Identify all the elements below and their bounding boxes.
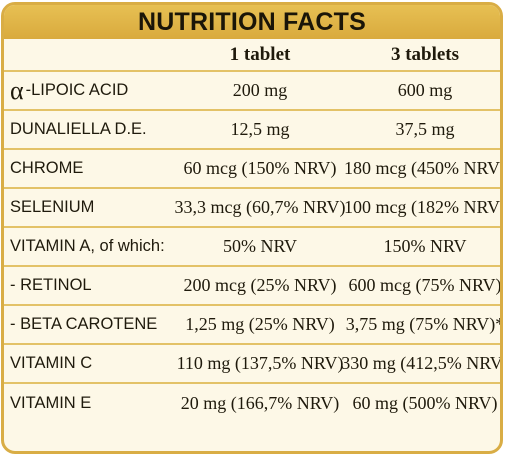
table-row: VITAMIN C 110 mg (137,5% NRV) 330 mg (41…	[4, 345, 500, 384]
page-title: NUTRITION FACTS	[138, 7, 366, 36]
amount-1-tablet: 1,25 mg (25% NRV)	[185, 314, 335, 334]
header-bar: NUTRITION FACTS	[4, 5, 500, 39]
nutrient-name: VITAMIN C	[10, 354, 93, 372]
alpha-symbol: α	[10, 75, 24, 105]
nutrient-name-text: -LIPOIC ACID	[25, 81, 129, 99]
amount-1-tablet: 12,5 mg	[230, 119, 290, 139]
column-header-3-tablets: 3 tablets	[390, 43, 460, 65]
nutrient-name: SELENIUM	[10, 198, 95, 216]
amount-3-tablets: 150% NRV	[383, 236, 467, 256]
table-row: α -LIPOIC ACID 200 mg 600 mg	[4, 72, 500, 111]
amount-3-tablets: 3,75 mg (75% NRV)*	[345, 314, 503, 334]
amount-3-tablets: 100 mcg (182% NRV)	[343, 197, 503, 217]
amount-1-tablet: 60 mcg (150% NRV)	[183, 158, 337, 178]
column-header-1-tablet: 1 tablet	[229, 43, 291, 65]
table-row: CHROME 60 mcg (150% NRV) 180 mcg (450% N…	[4, 150, 500, 189]
amount-1-tablet: 50% NRV	[222, 236, 298, 256]
table-row: - RETINOL 200 mcg (25% NRV) 600 mcg (75%…	[4, 267, 500, 306]
nutrient-name: CHROME	[10, 159, 84, 177]
table-row: - BETA CAROTENE 1,25 mg (25% NRV) 3,75 m…	[4, 306, 500, 345]
amount-1-tablet: 200 mg	[232, 80, 288, 100]
table-row: VITAMIN A, of which: 50% NRV 150% NRV	[4, 228, 500, 267]
nutrient-name: - BETA CAROTENE	[10, 315, 158, 333]
nutrient-name: VITAMIN A, of which:	[10, 237, 165, 255]
amount-1-tablet: 200 mcg (25% NRV)	[183, 275, 337, 295]
amount-1-tablet: 33,3 mcg (60,7% NRV)	[174, 197, 346, 217]
amount-1-tablet: 110 mg (137,5% NRV)	[176, 353, 344, 373]
column-header-row: 1 tablet 3 tablets	[4, 39, 500, 72]
nutrient-name: VITAMIN E	[10, 394, 92, 412]
nutrient-name: α -LIPOIC ACID	[10, 72, 188, 109]
table-row: VITAMIN E 20 mg (166,7% NRV) 60 mg (500%…	[4, 384, 500, 423]
amount-3-tablets: 37,5 mg	[395, 119, 455, 139]
amount-3-tablets: 600 mcg (75% NRV)	[348, 275, 502, 295]
nutrient-name: DUNALIELLA D.E.	[10, 120, 147, 138]
amount-3-tablets: 600 mg	[397, 80, 453, 100]
amount-3-tablets: 180 mcg (450% NRV)	[343, 158, 503, 178]
amount-3-tablets: 60 mg (500% NRV)	[352, 393, 498, 413]
amount-3-tablets: 330 mg (412,5% NRV)	[341, 353, 503, 373]
table-row: DUNALIELLA D.E. 12,5 mg 37,5 mg	[4, 111, 500, 150]
table-row: SELENIUM 33,3 mcg (60,7% NRV) 100 mcg (1…	[4, 189, 500, 228]
nutrient-name: - RETINOL	[10, 276, 92, 294]
amount-1-tablet: 20 mg (166,7% NRV)	[180, 393, 340, 413]
